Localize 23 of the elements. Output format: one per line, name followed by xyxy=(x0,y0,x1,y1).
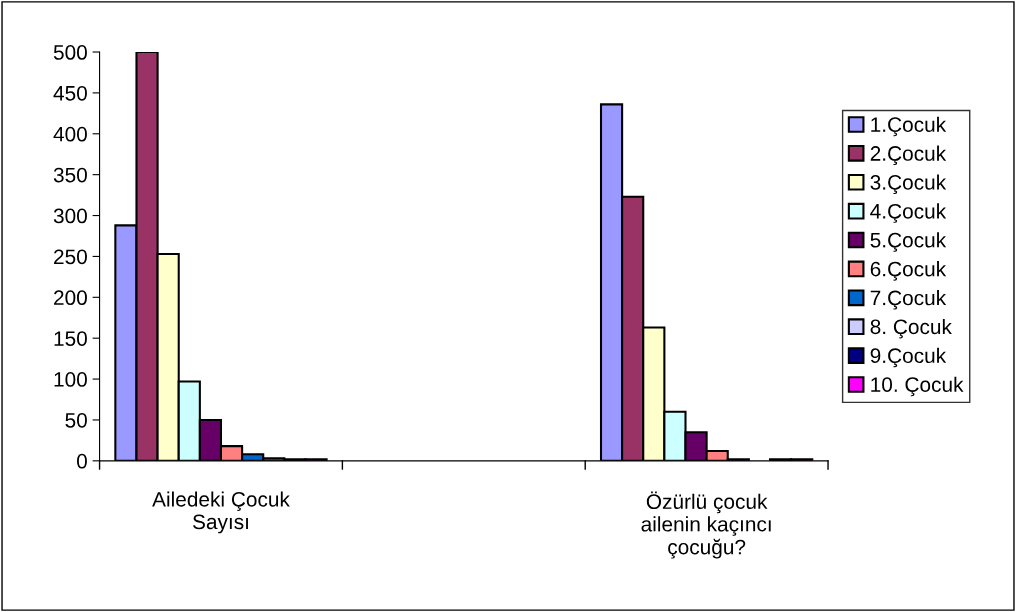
y-tick-label: 450 xyxy=(53,85,87,101)
legend-label: 6.Çocuk xyxy=(870,261,947,281)
y-tick-label: 350 xyxy=(53,167,87,183)
y-tick-label: 0 xyxy=(76,453,87,469)
legend-label: 10. Çocuk xyxy=(871,376,964,397)
legend-label: 9.Çocuk xyxy=(870,347,947,368)
legend-label: 5.Çocuk xyxy=(870,232,947,252)
legend-label: 4.Çocuk xyxy=(870,203,947,223)
legend-label: 8. Çocuk xyxy=(870,318,952,339)
y-tick-label: 50 xyxy=(65,412,87,428)
y-tick-label: 150 xyxy=(54,331,87,346)
legend-label: 2.Çocuk xyxy=(870,145,947,166)
legend-label: 3.Çocuk xyxy=(870,174,947,194)
y-tick-label: 200 xyxy=(54,290,87,306)
y-tick-label: 250 xyxy=(54,249,87,265)
y-tick-label: 400 xyxy=(53,126,87,142)
legend-label: 7.Çocuk xyxy=(870,290,947,310)
x-tick-label: Ailedeki Çocuk Sayısı xyxy=(152,491,290,534)
x-tick-label: Özürlü çocuk ailenin kaçıncı çocuğu? xyxy=(641,491,771,559)
legend-label: 1.Çocuk xyxy=(871,116,947,137)
y-tick-label: 500 xyxy=(53,45,87,60)
y-tick-label: 300 xyxy=(53,208,87,224)
y-tick-label: 100 xyxy=(54,372,87,387)
